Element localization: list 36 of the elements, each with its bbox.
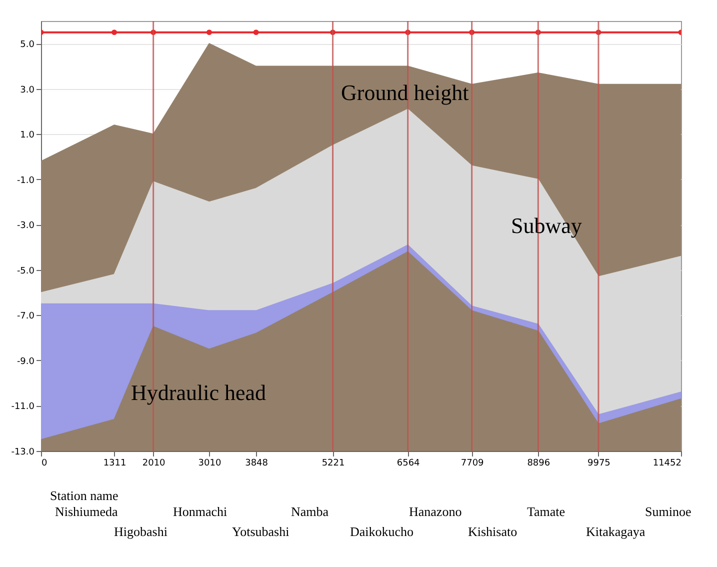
x-tick-label: 7709 [460, 458, 484, 468]
text: Hanazono [409, 504, 462, 520]
x-tick-label: 1311 [103, 458, 126, 468]
y-tick-label: -3.0 [16, 221, 35, 232]
x-tick-label: 3848 [245, 458, 268, 468]
text: Namba [291, 504, 329, 520]
y-tick-label: -11.0 [11, 402, 35, 412]
x-tick-label: 9975 [588, 458, 610, 468]
x-tick-label: 11452 [652, 458, 682, 468]
text: Yotsubashi [232, 524, 290, 540]
text: Daikokucho [350, 524, 414, 540]
y-tick-label: -13.0 [11, 448, 35, 458]
text: Nishiumeda [55, 504, 118, 520]
annotation: Hydraulic head [131, 380, 266, 405]
y-tick-label: 3.0 [20, 85, 35, 96]
text: Kitakagaya [586, 524, 646, 540]
text: Higobashi [114, 524, 168, 540]
x-tick-label: 3010 [198, 458, 222, 468]
y-tick-label: -7.0 [16, 312, 35, 322]
y-tick-label: -9.0 [16, 356, 35, 367]
y-tick-label: 5.0 [20, 40, 35, 50]
text: Kishisato [468, 524, 518, 540]
x-tick-label: 5221 [322, 458, 345, 468]
x-tick-label: 2010 [142, 458, 166, 468]
text: Honmachi [173, 504, 228, 520]
text: Tamate [527, 504, 566, 520]
y-tick-label: -5.0 [16, 266, 35, 276]
text: Station name [50, 488, 118, 504]
x-tick-label: 6564 [396, 458, 420, 468]
x-tick-label: 0 [42, 458, 48, 468]
annotation: Ground height [341, 80, 469, 105]
x-tick-label: 8896 [527, 458, 550, 468]
y-tick-label: -1.0 [16, 176, 35, 186]
text: Suminoe [645, 504, 692, 520]
annotation: Subway [511, 213, 582, 238]
y-tick-label: 1.0 [20, 130, 35, 141]
